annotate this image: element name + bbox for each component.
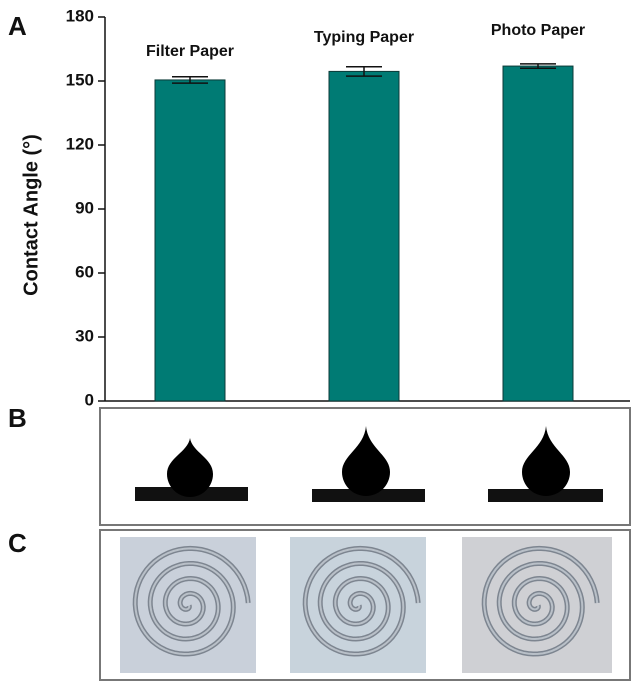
photo	[462, 537, 612, 673]
bar	[502, 65, 574, 402]
spiral	[304, 547, 420, 656]
category-label: Typing Paper	[314, 29, 414, 46]
y-tick-label: 30	[75, 326, 94, 345]
y-axis-label: Contact Angle (°)	[20, 134, 42, 296]
droplet	[135, 438, 248, 501]
panel-b	[99, 407, 631, 526]
error-bar	[172, 75, 208, 84]
spiral	[134, 547, 250, 656]
bar	[154, 79, 226, 402]
droplet	[488, 426, 603, 502]
y-tick-label: 60	[75, 262, 94, 281]
panel-label: C	[8, 528, 27, 558]
y-tick-label: 120	[66, 134, 94, 153]
bar	[328, 70, 400, 402]
category-label: Photo Paper	[491, 22, 585, 39]
error-bar	[346, 65, 382, 77]
error-bar	[520, 63, 556, 69]
y-tick-label: 0	[85, 390, 94, 409]
panel-label: B	[8, 403, 27, 433]
panel-label: A	[8, 11, 27, 41]
spiral	[483, 547, 599, 656]
droplet	[312, 426, 425, 502]
y-tick-label: 90	[75, 198, 94, 217]
category-label: Filter Paper	[146, 43, 234, 60]
y-tick-label: 150	[66, 70, 94, 89]
y-tick-label: 180	[66, 6, 94, 25]
